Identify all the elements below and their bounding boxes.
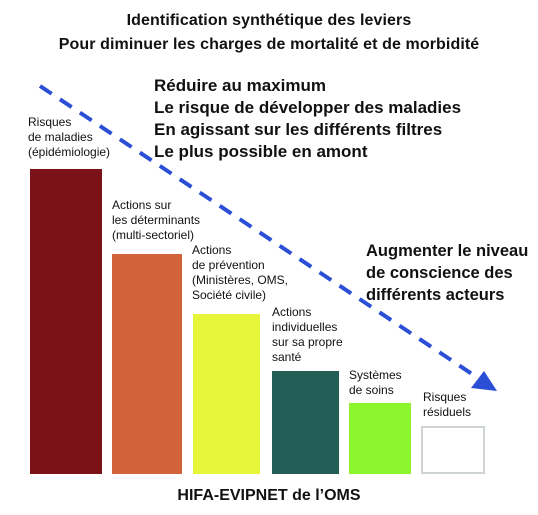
awareness-line-1: Augmenter le niveau (366, 242, 529, 260)
bar-actions-prevention (193, 314, 260, 474)
goal-line-3: En agissant sur les différents filtres (154, 120, 443, 139)
goal-text-block: Réduire au maximum Le risque de développ… (154, 75, 461, 163)
bar-label-systemes-soins: Systèmes de soins (349, 368, 402, 397)
bar-risques-residuels (421, 426, 485, 474)
goal-line-2: Le risque de développer des maladies (154, 98, 462, 117)
diagram-title-line-2: Pour diminuer les charges de mortalité e… (58, 36, 480, 53)
awareness-line-2: de conscience des (366, 264, 513, 282)
bar-label-actions-prevention: Actions de prévention (Ministères, OMS, … (192, 243, 289, 302)
bar-systemes-soins (349, 403, 411, 474)
goal-line-1: Réduire au maximum (154, 76, 326, 95)
bar-actions-individuelles (272, 371, 339, 474)
bar-label-risques-maladies: Risques de maladies (épidémiologie) (28, 115, 111, 159)
bar-label-actions-determinants: Actions sur les déterminants (multi-sect… (112, 198, 201, 242)
goal-line-4: Le plus possible en amont (154, 142, 368, 161)
bar-risques-maladies (30, 169, 102, 474)
arrow-shaft (38, 84, 486, 384)
bar-label-risques-residuels: Risques résiduels (423, 390, 472, 419)
footer-source: HIFA-EVIPNET de l’OMS (177, 487, 361, 504)
bar-actions-determinants (112, 254, 182, 474)
awareness-line-3: différents acteurs (366, 286, 505, 304)
awareness-text-block: Augmenter le niveau de conscience des di… (366, 240, 528, 306)
bar-label-actions-individuelles: Actions individuelles sur sa propre sant… (272, 305, 343, 364)
diagram-title-line-1: Identification synthétique des leviers (126, 12, 412, 29)
arrow-head (471, 371, 497, 391)
